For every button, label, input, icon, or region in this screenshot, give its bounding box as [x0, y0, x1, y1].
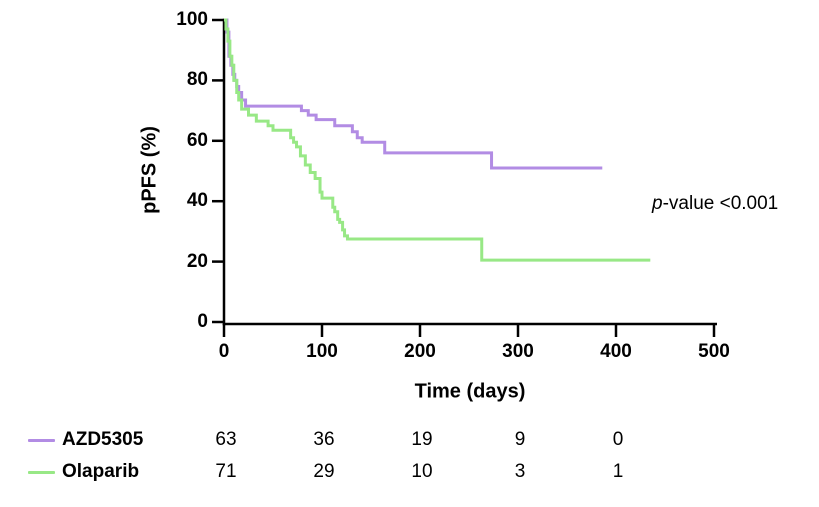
x-tick-label: 100: [306, 341, 338, 362]
y-tick-label: 20: [186, 250, 208, 272]
x-tick-label: 0: [218, 341, 230, 362]
x-tick-label: 200: [404, 341, 436, 362]
x-tick-label: 500: [698, 341, 730, 362]
risk-count: 36: [313, 429, 335, 450]
p-value-text: -value <0.001: [662, 193, 779, 214]
legend-swatch-azd5305: [28, 439, 55, 442]
y-tick-label: 80: [186, 69, 208, 91]
risk-count: 9: [514, 429, 526, 450]
survival-curve-azd5305: [224, 18, 603, 170]
legend-label-olaparib: Olaparib: [62, 461, 140, 482]
legend-label-azd5305: AZD5305: [62, 429, 144, 450]
survival-curve-olaparib: [224, 18, 651, 262]
x-tick-label: 400: [600, 341, 632, 362]
risk-count: 71: [215, 461, 237, 482]
x-tick-label: 300: [502, 341, 534, 362]
x-axis-title: Time (days): [414, 380, 526, 403]
y-tick-label: 0: [197, 311, 208, 332]
risk-count: 10: [411, 461, 433, 482]
y-tick-label: 60: [186, 129, 208, 151]
risk-count: 0: [612, 429, 624, 450]
p-value-annotation: p-value <0.001: [652, 193, 778, 215]
risk-count: 1: [612, 461, 624, 482]
risk-count: 29: [313, 461, 335, 482]
risk-count: 19: [411, 429, 433, 450]
risk-count: 3: [514, 461, 526, 482]
y-tick-label: 40: [186, 190, 208, 212]
legend-swatch-olaparib: [28, 471, 55, 474]
p-value-symbol: p: [652, 193, 663, 214]
y-tick-label: 100: [176, 9, 208, 30]
risk-count: 63: [215, 429, 237, 450]
